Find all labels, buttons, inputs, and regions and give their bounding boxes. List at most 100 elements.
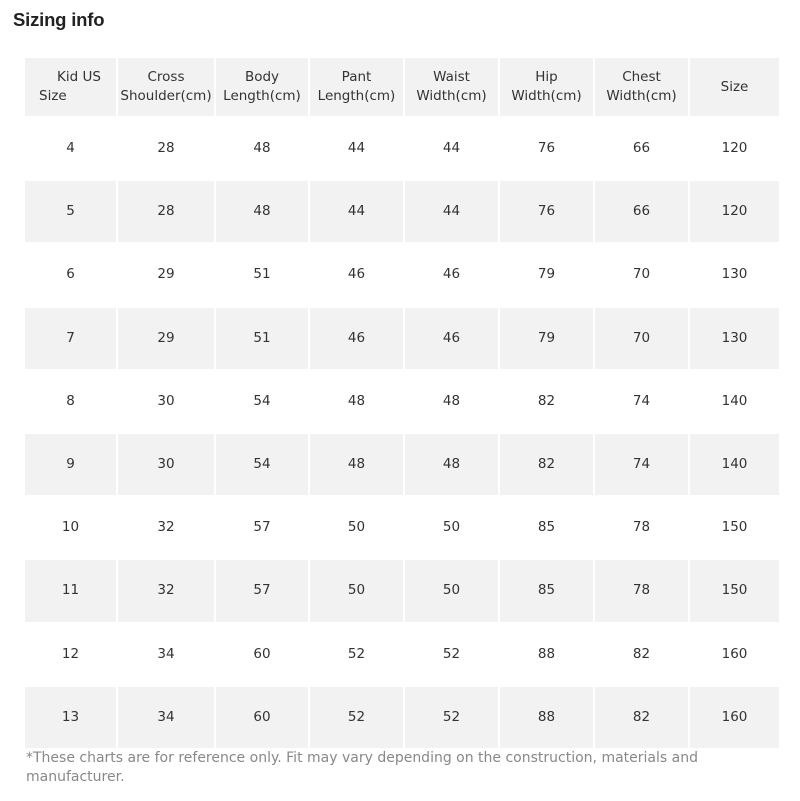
table-row: 7 29 51 46 46 79 70 130 xyxy=(25,307,779,369)
header-line: Width(cm) xyxy=(511,88,582,104)
table-cell: 32 xyxy=(157,519,175,536)
table-cell: 11 xyxy=(25,560,116,622)
header-line: Waist xyxy=(433,69,470,85)
table-cell: 32 xyxy=(118,560,214,622)
table-cell: 13 xyxy=(25,686,116,748)
table-row: 9 30 54 48 48 82 74 140 xyxy=(25,433,779,496)
table-row: 12 34 60 52 52 88 82 160 xyxy=(25,624,779,685)
table-cell: 52 xyxy=(405,686,498,748)
header-waist-width: Waist Width(cm) xyxy=(405,58,498,116)
page-title: Sizing info xyxy=(13,9,105,30)
header-line: Length(cm) xyxy=(223,88,301,104)
table-cell: 57 xyxy=(253,519,271,536)
table-cell: 10 xyxy=(61,519,80,536)
header-line: Chest xyxy=(622,69,661,85)
table-row: 10 32 57 50 50 85 78 150 xyxy=(25,497,779,558)
table-cell: 160 xyxy=(690,686,779,748)
header-pant-length: Pant Length(cm) xyxy=(310,58,403,116)
table-cell: 160 xyxy=(721,645,748,662)
table-cell: 130 xyxy=(690,307,779,369)
table-cell: 140 xyxy=(721,392,748,409)
table-cell: 66 xyxy=(632,140,651,157)
table-cell: 46 xyxy=(442,266,461,283)
table-row: 8 30 54 48 48 82 74 140 xyxy=(25,371,779,432)
table-cell: 82 xyxy=(500,433,593,496)
table-cell: 120 xyxy=(690,181,779,243)
table-cell: 28 xyxy=(118,181,214,243)
table-cell: 76 xyxy=(537,140,556,157)
sizing-table-body: Kid US Size Cross Shoulder(cm) Body Leng… xyxy=(25,58,779,748)
table-cell: 6 xyxy=(66,266,75,283)
table-cell: 85 xyxy=(537,519,556,536)
header-line: Width(cm) xyxy=(416,88,487,104)
table-header-row: Kid US Size Cross Shoulder(cm) Body Leng… xyxy=(25,58,779,116)
table-cell: 60 xyxy=(216,686,308,748)
header-hip-width: Hip Width(cm) xyxy=(500,58,593,116)
table-cell: 46 xyxy=(405,307,498,369)
table-row: 5 28 48 44 44 76 66 120 xyxy=(25,181,779,243)
table-cell: 79 xyxy=(500,307,593,369)
table-cell: 4 xyxy=(66,140,75,157)
table-cell: 51 xyxy=(216,307,308,369)
table-cell: 52 xyxy=(442,645,461,662)
table-cell: 30 xyxy=(118,433,214,496)
table-cell: 34 xyxy=(157,645,175,662)
table-cell: 46 xyxy=(310,307,403,369)
table-cell: 150 xyxy=(690,560,779,622)
table-cell: 29 xyxy=(118,307,214,369)
table-cell: 78 xyxy=(632,519,651,536)
table-cell: 82 xyxy=(632,645,651,662)
table-cell: 130 xyxy=(721,266,748,283)
table-cell: 34 xyxy=(118,686,214,748)
header-chest-width: Chest Width(cm) xyxy=(595,58,688,116)
footnote: *These charts are for reference only. Fi… xyxy=(26,750,698,785)
table-cell: 44 xyxy=(310,181,403,243)
table-cell: 29 xyxy=(157,266,175,283)
table-cell: 150 xyxy=(721,519,748,536)
table-cell: 50 xyxy=(310,560,403,622)
table-cell: 88 xyxy=(537,645,556,662)
table-cell: 60 xyxy=(253,645,271,662)
table-cell: 57 xyxy=(216,560,308,622)
table-cell: 50 xyxy=(405,560,498,622)
table-cell: 52 xyxy=(347,645,366,662)
table-cell: 7 xyxy=(25,307,116,369)
table-cell: 48 xyxy=(216,181,308,243)
table-cell: 82 xyxy=(595,686,688,748)
table-cell: 5 xyxy=(25,181,116,243)
table-cell: 120 xyxy=(721,140,748,157)
table-cell: 46 xyxy=(347,266,366,283)
table-cell: 82 xyxy=(537,392,556,409)
table-cell: 50 xyxy=(442,519,461,536)
table-cell: 48 xyxy=(253,140,271,157)
table-cell: 30 xyxy=(157,392,175,409)
table-cell: 66 xyxy=(595,181,688,243)
header-line: Shoulder(cm) xyxy=(120,88,212,104)
table-cell: 9 xyxy=(25,433,116,496)
table-cell: 44 xyxy=(347,140,366,157)
table-cell: 28 xyxy=(157,140,175,157)
table-cell: 140 xyxy=(690,433,779,496)
table-cell: 44 xyxy=(442,140,461,157)
header-kid-us-size: Kid US Size xyxy=(25,58,116,116)
header-line: Body xyxy=(244,69,280,85)
header-line: Size xyxy=(720,78,749,95)
table-cell: 74 xyxy=(632,392,651,409)
table-row: 11 32 57 50 50 85 78 150 xyxy=(25,560,779,622)
table-cell: 85 xyxy=(500,560,593,622)
header-cross-shoulder: Cross Shoulder(cm) xyxy=(118,58,214,116)
table-cell: 70 xyxy=(595,307,688,369)
table-cell: 54 xyxy=(253,392,271,409)
table-cell: 74 xyxy=(595,433,688,496)
table-cell: 8 xyxy=(66,392,75,409)
table-cell: 70 xyxy=(632,266,651,283)
table-row: 4 28 48 44 44 76 66 120 xyxy=(25,118,779,179)
header-line: Hip xyxy=(535,69,558,85)
table-cell: 48 xyxy=(405,433,498,496)
header-line: Length(cm) xyxy=(317,88,396,104)
table-row: 13 34 60 52 52 88 82 160 xyxy=(25,686,779,748)
header-line: Cross xyxy=(147,69,185,85)
table-cell: 88 xyxy=(500,686,593,748)
header-line: Kid US xyxy=(57,69,101,85)
header-size: Size xyxy=(690,58,779,116)
